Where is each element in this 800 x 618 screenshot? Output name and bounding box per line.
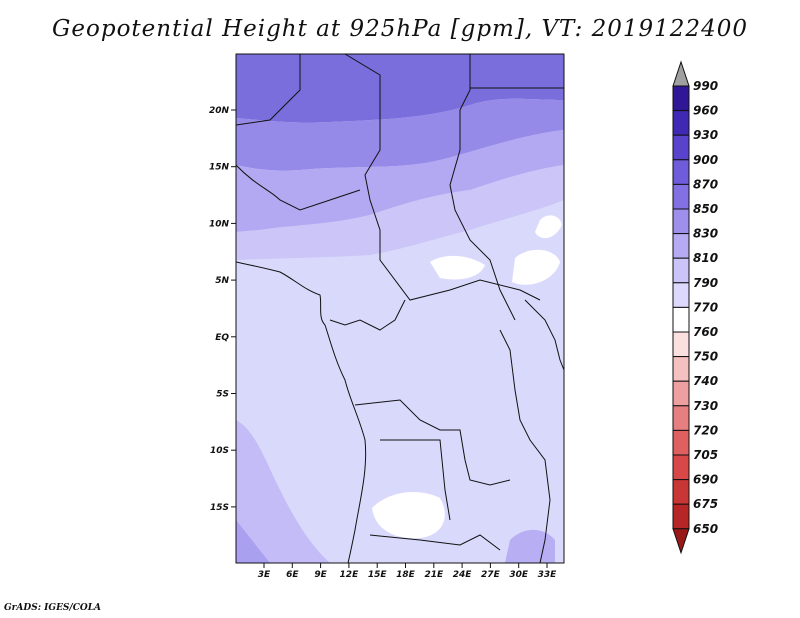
colorbar-swatch bbox=[672, 257, 690, 284]
colorbar-swatch bbox=[672, 282, 690, 308]
lat-tick-label: 5S bbox=[216, 390, 229, 400]
lat-tick-label: EQ bbox=[215, 333, 229, 343]
colorbar-swatch bbox=[672, 405, 690, 431]
colorbar-swatch bbox=[672, 183, 690, 210]
colorbar-level-label: 810 bbox=[693, 251, 718, 265]
colorbar-swatch bbox=[672, 134, 690, 161]
colorbar-level-label: 740 bbox=[693, 374, 718, 388]
colorbar-level-label: 750 bbox=[693, 350, 718, 364]
grads-credit: GrADS: IGES/COLA bbox=[4, 603, 102, 613]
colorbar-swatch bbox=[672, 85, 690, 112]
colorbar-level-label: 770 bbox=[693, 300, 718, 314]
colorbar-level-label: 760 bbox=[693, 325, 718, 339]
lon-tick-label: 27E bbox=[481, 570, 501, 580]
lon-tick-label: 3E bbox=[258, 570, 271, 580]
colorbar-level-label: 960 bbox=[693, 104, 718, 118]
lon-tick-label: 6E bbox=[286, 570, 299, 580]
lat-tick-label: 10N bbox=[209, 219, 230, 229]
lon-tick-label: 21E bbox=[424, 570, 444, 580]
colorbar-level-label: 705 bbox=[693, 448, 718, 462]
map-area bbox=[235, 53, 565, 564]
lon-tick-label: 15E bbox=[368, 570, 388, 580]
lon-tick-label: 24E bbox=[453, 570, 473, 580]
colorbar-swatch bbox=[672, 306, 690, 333]
colorbar-level-label: 930 bbox=[693, 128, 718, 142]
colorbar-level-label: 790 bbox=[693, 276, 718, 290]
colorbar-swatch bbox=[672, 233, 690, 259]
lon-tick-label: 33E bbox=[538, 570, 558, 580]
lon-tick-label: 9E bbox=[314, 570, 327, 580]
lat-tick-label: 20N bbox=[209, 106, 230, 116]
colorbar-level-label: 720 bbox=[693, 423, 718, 437]
lon-tick-label: 12E bbox=[340, 570, 360, 580]
lat-tick-label: 15S bbox=[210, 503, 229, 513]
lat-tick-label: 10S bbox=[210, 446, 229, 456]
colorbar: 990 960 930 900 870 850 830 810 790 770 760 750 740 7… bbox=[672, 60, 718, 555]
colorbar-swatch bbox=[672, 331, 690, 358]
colorbar-swatch bbox=[672, 380, 690, 407]
colorbar-swatch bbox=[672, 208, 690, 235]
colorbar-level-label: 870 bbox=[693, 177, 718, 191]
colorbar-level-label: 730 bbox=[693, 399, 718, 413]
colorbar-swatch bbox=[672, 429, 690, 456]
colorbar-level-label: 690 bbox=[693, 473, 718, 487]
colorbar-level-label: 990 bbox=[693, 79, 718, 93]
map-title: Geopotential Height at 925hPa [gpm], VT:… bbox=[52, 16, 748, 42]
colorbar-bottom-arrow bbox=[672, 528, 690, 555]
lat-tick-label: 15N bbox=[209, 163, 230, 173]
lon-tick-label: 30E bbox=[509, 570, 529, 580]
colorbar-level-label: 900 bbox=[693, 153, 718, 167]
colorbar-level-label: 850 bbox=[693, 202, 718, 216]
lat-axis: 20N 15N 10N 5N EQ 5S 10S 15S bbox=[209, 106, 236, 513]
lat-tick-label: 5N bbox=[215, 276, 229, 286]
colorbar-swatch bbox=[672, 356, 690, 382]
colorbar-swatch bbox=[672, 454, 690, 481]
colorbar-swatch bbox=[672, 479, 690, 505]
colorbar-swatch bbox=[672, 503, 690, 530]
colorbar-swatch bbox=[672, 110, 690, 136]
colorbar-level-label: 650 bbox=[693, 522, 718, 536]
colorbar-level-label: 830 bbox=[693, 227, 718, 241]
lon-tick-label: 18E bbox=[396, 570, 416, 580]
colorbar-swatch bbox=[672, 159, 690, 185]
colorbar-top-arrow bbox=[672, 60, 690, 87]
colorbar-level-label: 675 bbox=[693, 497, 718, 511]
lon-axis: 3E 6E 9E 12E 15E 18E 21E 24E 27E 30E 33E bbox=[258, 563, 557, 580]
